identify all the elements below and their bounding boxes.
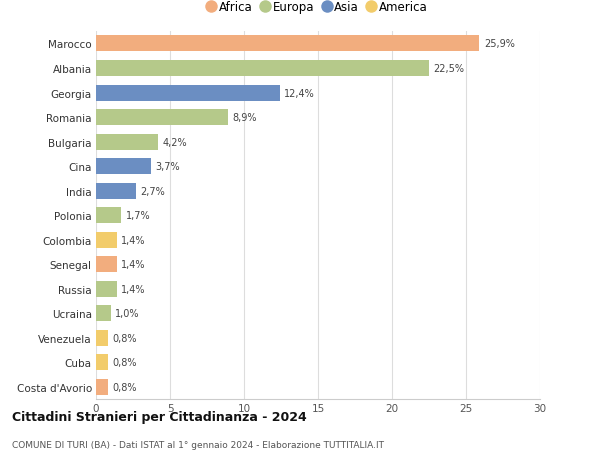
Text: 12,4%: 12,4%: [284, 88, 315, 98]
Bar: [96, 281, 117, 297]
Bar: [96, 208, 121, 224]
Text: 1,7%: 1,7%: [125, 211, 150, 221]
Text: Cittadini Stranieri per Cittadinanza - 2024: Cittadini Stranieri per Cittadinanza - 2…: [12, 410, 307, 423]
Bar: [96, 61, 429, 77]
Bar: [96, 232, 117, 248]
Bar: [96, 183, 136, 199]
Legend: Africa, Europa, Asia, America: Africa, Europa, Asia, America: [203, 0, 433, 19]
Text: 25,9%: 25,9%: [484, 39, 515, 50]
Text: 1,4%: 1,4%: [121, 235, 146, 245]
Bar: [96, 306, 111, 322]
Text: 1,4%: 1,4%: [121, 260, 146, 270]
Bar: [96, 379, 108, 395]
Text: 4,2%: 4,2%: [163, 137, 187, 147]
Bar: [96, 110, 228, 126]
Text: 1,4%: 1,4%: [121, 284, 146, 294]
Text: 0,8%: 0,8%: [112, 358, 137, 368]
Bar: [96, 159, 151, 175]
Bar: [96, 85, 280, 101]
Text: 0,8%: 0,8%: [112, 333, 137, 343]
Text: 3,7%: 3,7%: [155, 162, 180, 172]
Text: COMUNE DI TURI (BA) - Dati ISTAT al 1° gennaio 2024 - Elaborazione TUTTITALIA.IT: COMUNE DI TURI (BA) - Dati ISTAT al 1° g…: [12, 441, 384, 449]
Bar: [96, 36, 479, 52]
Bar: [96, 355, 108, 370]
Text: 1,0%: 1,0%: [115, 308, 140, 319]
Bar: [96, 330, 108, 346]
Text: 0,8%: 0,8%: [112, 382, 137, 392]
Text: 8,9%: 8,9%: [232, 113, 257, 123]
Text: 22,5%: 22,5%: [433, 64, 464, 74]
Bar: [96, 257, 117, 273]
Text: 2,7%: 2,7%: [140, 186, 165, 196]
Bar: [96, 134, 158, 150]
